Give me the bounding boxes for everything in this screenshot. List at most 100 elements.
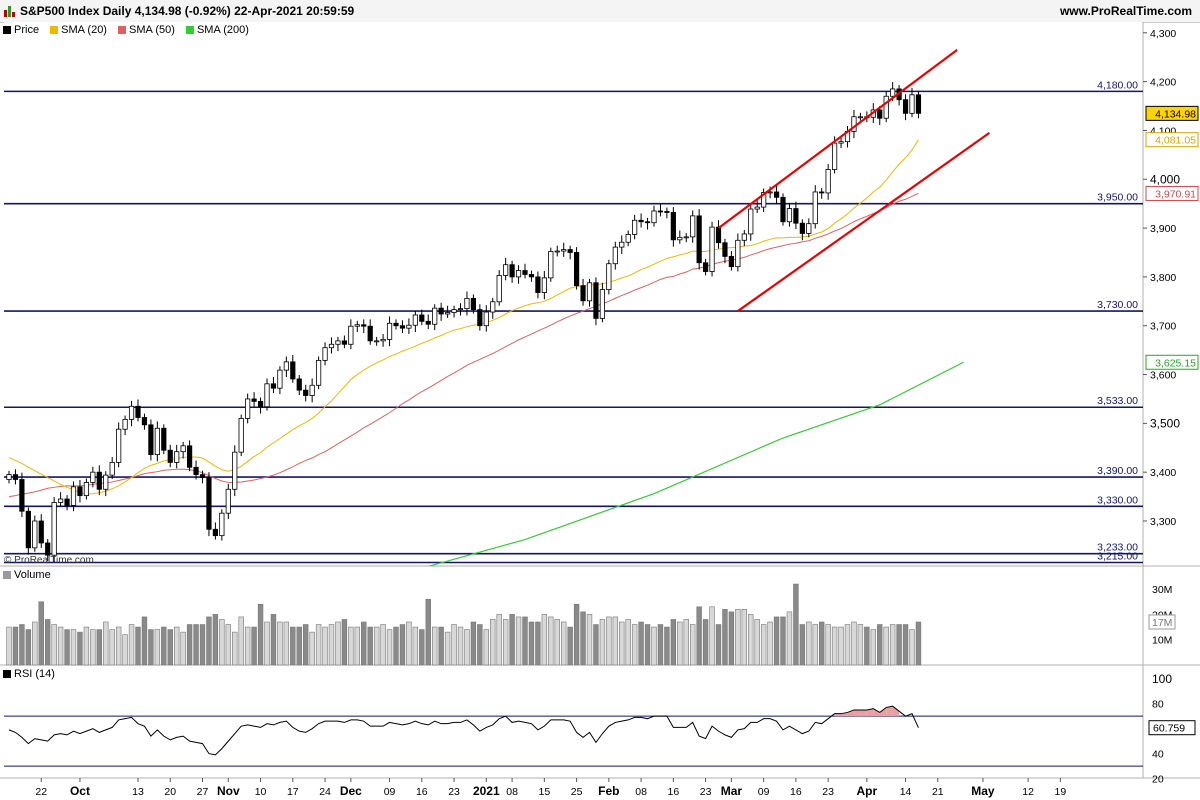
volume-bar bbox=[644, 624, 651, 666]
candle-up bbox=[490, 301, 496, 313]
volume-bar bbox=[373, 626, 380, 666]
candle bbox=[70, 481, 77, 512]
candle bbox=[322, 342, 328, 366]
candle bbox=[696, 209, 702, 270]
candle-up bbox=[515, 270, 522, 278]
candle-up bbox=[58, 498, 64, 503]
level-label: 3,330.00 bbox=[1097, 494, 1138, 506]
volume-bar bbox=[419, 629, 425, 666]
volume-bar bbox=[831, 626, 838, 666]
rsi-axis-label: 40 bbox=[1152, 749, 1164, 761]
volume-bar bbox=[902, 624, 909, 666]
volume-bar bbox=[57, 626, 64, 666]
x-tick-label: 16 bbox=[790, 786, 802, 798]
volume-bar bbox=[444, 631, 451, 666]
level-label: 3,215.00 bbox=[1097, 550, 1138, 562]
candle bbox=[238, 414, 244, 457]
candle bbox=[561, 242, 567, 257]
x-tick-label: 23 bbox=[700, 786, 712, 798]
candle-up bbox=[761, 192, 767, 208]
candle-up bbox=[412, 314, 418, 326]
candle-down bbox=[722, 242, 728, 257]
y-tick-label: 3,700 bbox=[1150, 321, 1176, 333]
candle bbox=[432, 304, 438, 331]
candle-up bbox=[832, 142, 838, 170]
candle-up bbox=[483, 311, 489, 327]
x-tick-label: 08 bbox=[506, 786, 518, 798]
candle-down bbox=[212, 528, 218, 537]
candle-down bbox=[425, 320, 431, 325]
volume-bar bbox=[509, 614, 515, 666]
volume-bar bbox=[83, 626, 90, 666]
candle bbox=[212, 522, 218, 540]
candle-down bbox=[45, 542, 51, 556]
volume-axis-label: 30M bbox=[1152, 584, 1172, 596]
volume-bar bbox=[838, 626, 844, 666]
candle-down bbox=[296, 378, 302, 391]
volume-bar bbox=[406, 621, 412, 666]
legend-sma200[interactable]: SMA (200) bbox=[185, 24, 249, 36]
volume-bar bbox=[322, 626, 328, 666]
volume-bar bbox=[541, 614, 548, 666]
candle-up bbox=[309, 384, 315, 396]
volume-bar bbox=[122, 634, 128, 666]
candle bbox=[793, 201, 799, 230]
price-badge-label: 4,081.05 bbox=[1155, 135, 1196, 147]
candle-up bbox=[548, 251, 554, 279]
volume-bar bbox=[754, 619, 760, 666]
candle-down bbox=[290, 361, 296, 380]
candle bbox=[522, 263, 528, 279]
price-badge-label: 4,134.98 bbox=[1155, 108, 1196, 120]
candle-up bbox=[386, 322, 393, 340]
candle bbox=[419, 309, 425, 326]
rsi-badge bbox=[1148, 720, 1196, 736]
legend-sma20-label: SMA (20) bbox=[61, 24, 107, 36]
volume-bar bbox=[115, 626, 122, 666]
legend-rsi[interactable]: RSI (14) bbox=[3, 668, 55, 680]
volume-bar bbox=[515, 616, 522, 666]
volume-bar bbox=[619, 621, 625, 666]
candle-up bbox=[219, 512, 225, 537]
candle bbox=[361, 319, 367, 334]
volume-bar bbox=[625, 619, 631, 666]
x-tick-label: 13 bbox=[132, 786, 144, 798]
volume-bar bbox=[12, 626, 19, 666]
candle bbox=[135, 399, 141, 422]
candle-up bbox=[122, 419, 128, 430]
candle bbox=[722, 238, 728, 264]
volume-bar bbox=[135, 626, 141, 666]
x-tick-label: 10 bbox=[255, 786, 267, 798]
candle bbox=[444, 305, 451, 318]
chart-header: S&P500 Index Daily 4,134.98 (-0.92%) 22-… bbox=[0, 0, 1200, 23]
candle-up bbox=[444, 312, 451, 315]
candle-down bbox=[703, 262, 709, 272]
candle-up bbox=[625, 234, 631, 243]
legend-price[interactable]: Price bbox=[3, 24, 39, 36]
candle-down bbox=[167, 449, 173, 463]
candle bbox=[167, 444, 173, 468]
x-tick-label: 23 bbox=[448, 786, 460, 798]
rsi-overbought-fill bbox=[860, 709, 867, 717]
legend-sma20[interactable]: SMA (20) bbox=[50, 24, 107, 36]
volume-bar bbox=[651, 626, 657, 666]
legend-sma50[interactable]: SMA (50) bbox=[118, 24, 175, 36]
site-url[interactable]: www.ProRealTime.com bbox=[1059, 4, 1192, 18]
candle-up bbox=[245, 398, 251, 419]
rsi-overbought-fill bbox=[834, 713, 842, 717]
legend-volume[interactable]: Volume bbox=[3, 569, 51, 581]
volume-bar bbox=[348, 626, 354, 666]
candle bbox=[586, 278, 593, 307]
candle bbox=[122, 415, 128, 436]
volume-bar bbox=[793, 583, 799, 666]
price-chart-svg[interactable]: 4,180.00 3,950.00 3,730.00 3,533.00 3,390.00… bbox=[0, 22, 1200, 800]
candle-up bbox=[606, 263, 612, 290]
x-tick-label: 23 bbox=[822, 786, 834, 798]
volume-bar bbox=[161, 626, 167, 666]
candle bbox=[451, 305, 457, 318]
volume-bar bbox=[186, 624, 193, 666]
candle-up bbox=[683, 236, 689, 239]
candle bbox=[141, 413, 148, 430]
volume-bar bbox=[490, 619, 496, 666]
x-tick-label: 08 bbox=[635, 786, 647, 798]
candle bbox=[45, 539, 51, 562]
